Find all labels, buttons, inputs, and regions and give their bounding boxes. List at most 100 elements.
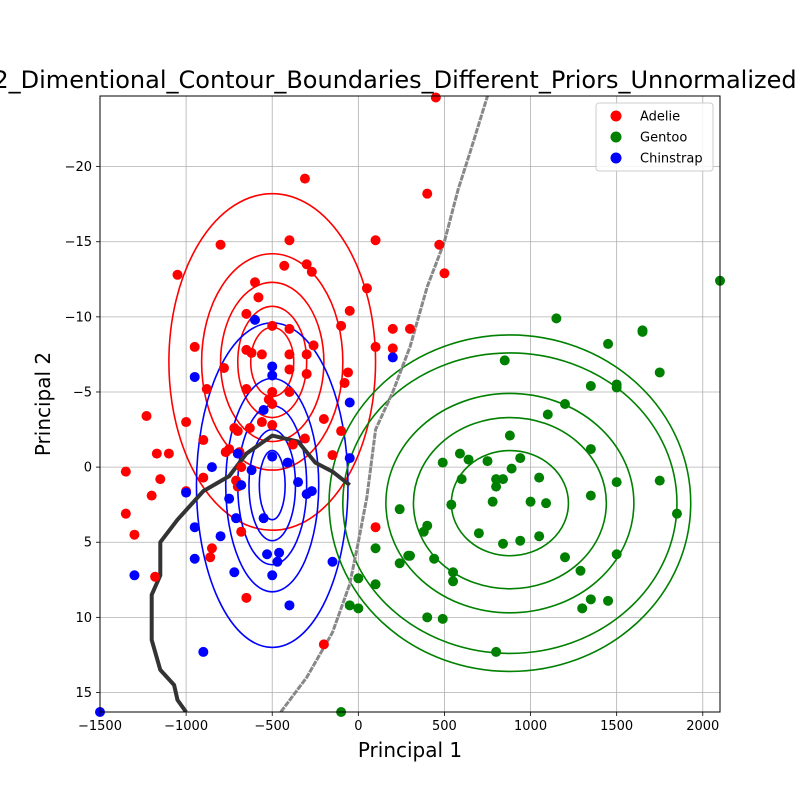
chinstrap-point: [267, 451, 278, 462]
gentoo-point: [422, 520, 433, 531]
chinstrap-point: [344, 397, 355, 408]
y-tick-label: 0: [84, 461, 92, 476]
adelie-contour: [219, 281, 325, 443]
adelie-legend-label: Adelie: [640, 110, 680, 125]
gentoo-point: [603, 595, 614, 606]
adelie-point: [189, 341, 200, 352]
adelie-point: [267, 320, 278, 331]
adelie-point: [253, 292, 264, 303]
chinstrap-point: [246, 465, 257, 476]
chart-title: 2_Dimentional_Contour_Boundaries_Differe…: [0, 66, 797, 94]
chinstrap-point: [387, 352, 398, 363]
gentoo-point: [585, 380, 596, 391]
adelie-point: [306, 266, 317, 277]
gentoo-point: [448, 576, 459, 587]
chinstrap-point: [189, 522, 200, 533]
gentoo-point: [429, 553, 440, 564]
gentoo-point: [370, 543, 381, 554]
gentoo-contour: [412, 416, 608, 590]
adelie-point: [287, 439, 298, 450]
adelie-point: [434, 239, 445, 250]
adelie-point: [361, 283, 372, 294]
adelie-point: [318, 639, 329, 650]
gentoo-contour: [342, 352, 678, 655]
chinstrap-point: [181, 487, 192, 498]
gentoo-point: [491, 474, 502, 485]
x-tick-label: 2000: [686, 719, 719, 734]
adelie-point: [246, 347, 257, 358]
gentoo-contour: [385, 392, 635, 614]
chinstrap-point: [262, 549, 273, 560]
gentoo-point: [353, 573, 364, 584]
y-tick-label: −20: [65, 160, 92, 175]
gentoo-point: [515, 453, 526, 464]
gentoo-point: [353, 603, 364, 614]
gentoo-point: [560, 399, 570, 409]
y-tick-label: −10: [65, 310, 92, 325]
adelie-point: [301, 349, 312, 360]
chinstrap-point: [272, 556, 283, 567]
adelie-point: [387, 323, 398, 334]
adelie-contour: [236, 305, 308, 419]
adelie-point: [181, 417, 192, 428]
adelie-point: [236, 526, 247, 537]
decision-boundary: [149, 433, 351, 712]
gentoo-point: [454, 448, 465, 459]
gentoo-point: [585, 444, 596, 455]
chinstrap-point: [293, 477, 304, 488]
plot-frame: [99, 95, 721, 713]
adelie-point: [219, 362, 229, 373]
adelie-point: [405, 323, 415, 334]
gentoo-point: [577, 603, 588, 614]
gentoo-point: [506, 463, 517, 474]
adelie-point: [439, 268, 450, 279]
adelie-point: [241, 592, 252, 603]
x-tick-label: −1000: [164, 719, 208, 734]
gentoo-legend-marker: [610, 131, 622, 143]
gentoo-point: [585, 594, 596, 605]
gentoo-point: [654, 367, 665, 378]
gentoo-points: [336, 275, 725, 717]
gentoo-point: [525, 496, 536, 507]
gentoo-point: [456, 474, 467, 485]
adelie-legend-marker: [610, 110, 622, 122]
chinstrap-point: [129, 570, 140, 581]
adelie-point: [299, 433, 310, 444]
adelie-point: [241, 308, 252, 319]
gentoo-legend-label: Gentoo: [640, 131, 687, 146]
adelie-point: [301, 259, 312, 270]
gentoo-point: [491, 481, 502, 492]
adelie-point: [151, 448, 162, 459]
gentoo-point: [560, 552, 570, 563]
gentoo-point: [585, 490, 596, 501]
adelie-point: [284, 386, 295, 397]
adelie-point: [370, 522, 381, 533]
chinstrap-point: [327, 556, 338, 567]
chinstrap-point: [284, 600, 295, 611]
adelie-point: [336, 320, 347, 331]
gentoo-point: [463, 454, 474, 465]
x-tick-label: −1500: [78, 719, 122, 734]
chinstrap-point: [236, 480, 247, 491]
adelie-point: [370, 235, 381, 246]
chinstrap-point: [250, 314, 260, 325]
adelie-point: [339, 377, 350, 388]
adelie-point: [236, 462, 247, 473]
gentoo-point: [498, 538, 508, 549]
gentoo-point: [487, 496, 498, 507]
gentoo-point: [405, 550, 415, 561]
chinstrap-legend-label: Chinstrap: [640, 152, 703, 167]
gentoo-point: [370, 579, 381, 590]
adelie-point: [256, 349, 267, 360]
gentoo-point: [394, 558, 405, 569]
gentoo-point: [654, 475, 665, 486]
x-tick-label: −500: [254, 719, 290, 734]
x-axis-label: Principal 1: [358, 738, 462, 762]
decision-boundary: [279, 96, 489, 712]
chinstrap-contour: [258, 449, 286, 521]
chinstrap-point: [231, 513, 242, 524]
x-tick-label: 1500: [600, 719, 633, 734]
gentoo-point: [499, 355, 510, 366]
gentoo-point: [534, 531, 545, 542]
adelie-point: [205, 552, 216, 563]
